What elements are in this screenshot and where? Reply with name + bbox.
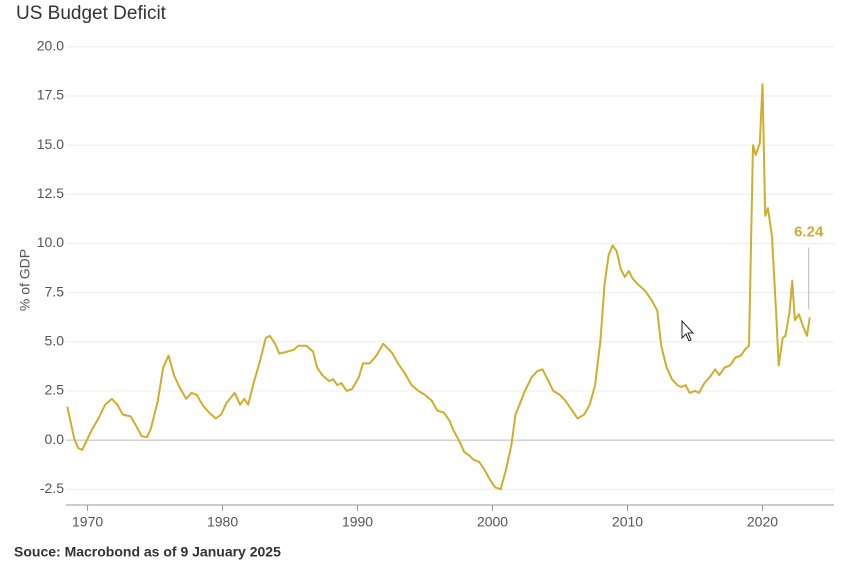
y-tick-label: 7.5 <box>45 283 65 299</box>
y-tick-label: -2.5 <box>40 480 64 496</box>
x-tick-label: 2020 <box>747 514 778 530</box>
y-tick-label: 10.0 <box>37 234 64 250</box>
source-note: Souce: Macrobond as of 9 January 2025 <box>14 544 281 560</box>
chart-title: US Budget Deficit <box>16 3 167 24</box>
y-axis-label: % of GDP <box>17 249 33 311</box>
x-tick-label: 1970 <box>72 514 103 530</box>
y-tick-label: 20.0 <box>37 38 64 54</box>
y-tick-label: 5.0 <box>45 332 65 348</box>
y-tick-label: 15.0 <box>37 136 64 152</box>
x-tick-label: 2000 <box>477 514 508 530</box>
data-line <box>66 83 811 491</box>
x-tick-label: 2010 <box>612 514 643 530</box>
y-tick-label: 0.0 <box>45 431 65 447</box>
x-tick-label: 1990 <box>342 514 373 530</box>
mouse-cursor <box>681 319 695 342</box>
y-tick-label: 17.5 <box>37 87 64 103</box>
y-tick-label: 2.5 <box>45 382 65 398</box>
y-tick-label: 12.5 <box>37 185 64 201</box>
x-tick-label: 1980 <box>207 514 238 530</box>
annotation-label: 6.24 <box>794 223 824 240</box>
